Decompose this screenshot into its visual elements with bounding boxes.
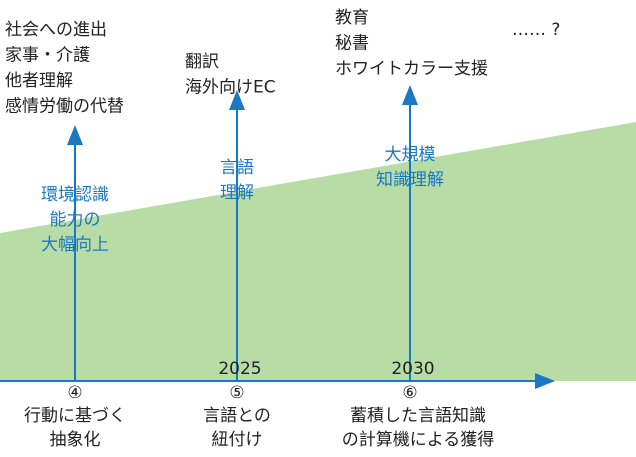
application: 他者理解 <box>5 71 73 91</box>
application: 秘書 <box>335 34 369 54</box>
capability: 理解 <box>220 183 254 203</box>
milestone-label: 抽象化 <box>50 430 101 450</box>
milestone-label: 蓄積した言語知識 <box>350 406 486 426</box>
application: 感情労働の代替 <box>5 97 124 117</box>
growth-area <box>0 122 636 381</box>
milestone-label: の計算機による獲得 <box>342 430 495 450</box>
capability: 知識理解 <box>376 170 444 190</box>
capability: 環境認識 <box>41 185 109 205</box>
application: 教育 <box>335 8 369 28</box>
milestone-label: 行動に基づく <box>24 406 126 426</box>
application: 社会への進出 <box>5 20 107 40</box>
year: 2030 <box>391 359 434 379</box>
application: ホワイトカラー支援 <box>335 59 488 79</box>
milestone-number: ⑥ <box>402 383 417 403</box>
capability: 大規模 <box>385 145 436 165</box>
application: 翻訳 <box>185 52 219 72</box>
capability: 大幅向上 <box>41 235 109 255</box>
capability: 言語 <box>220 158 254 178</box>
application: 家事・介護 <box>5 46 90 66</box>
year: 2025 <box>218 359 261 379</box>
milestone-number: ④ <box>67 383 82 403</box>
application: 海外向けEC <box>185 78 276 98</box>
milestone-number: ⑤ <box>229 383 244 403</box>
continuation: …… ? <box>512 20 560 40</box>
capability: 能力の <box>50 210 101 230</box>
milestone-label: 言語との <box>203 406 271 426</box>
milestone-label: 紐付け <box>212 430 263 450</box>
